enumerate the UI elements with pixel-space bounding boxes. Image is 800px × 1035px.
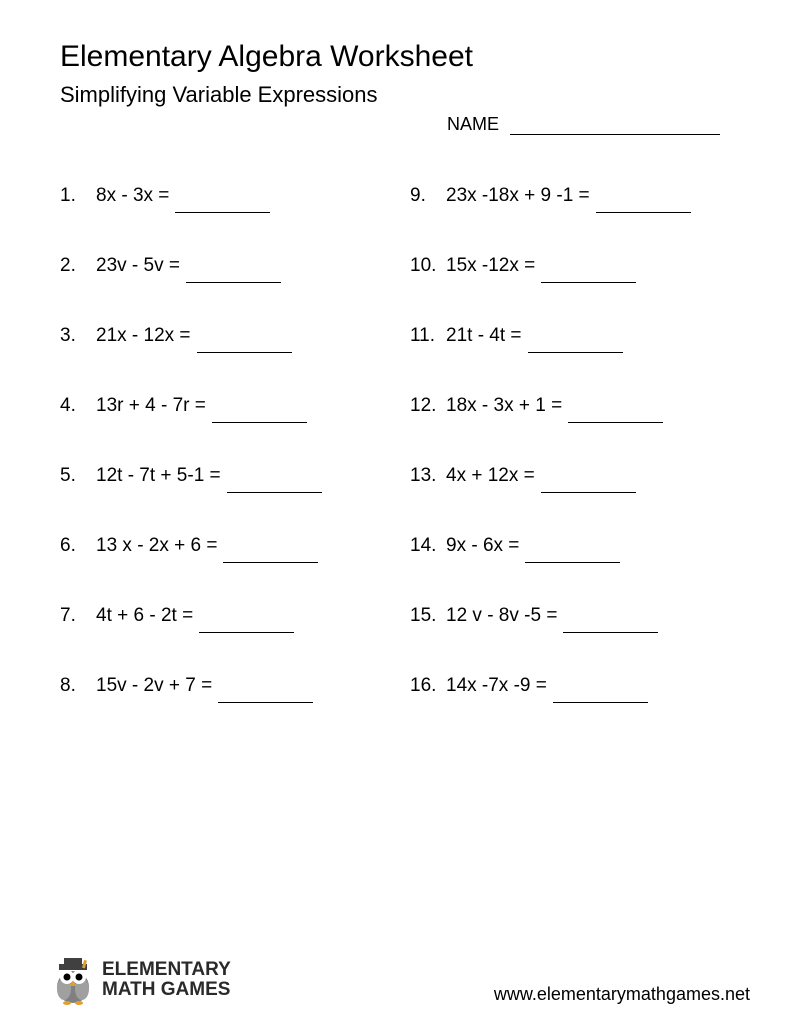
- problem-number: 3.: [60, 325, 88, 347]
- problem-item: 5. 12t - 7t + 5-1 =: [60, 465, 400, 487]
- problem-item: 15. 12 v - 8v -5 =: [410, 605, 750, 627]
- problem-item: 7. 4t + 6 - 2t =: [60, 605, 400, 627]
- problem-item: 12. 18x - 3x + 1 =: [410, 395, 750, 417]
- name-blank-line[interactable]: [510, 134, 720, 135]
- answer-blank-line[interactable]: [553, 702, 648, 703]
- problem-expression: 12 v - 8v -5 =: [446, 605, 557, 627]
- footer-url: www.elementarymathgames.net: [494, 984, 750, 1005]
- worksheet-subtitle: Simplifying Variable Expressions: [60, 82, 750, 108]
- problem-number: 15.: [410, 605, 438, 627]
- problem-item: 4. 13r + 4 - 7r =: [60, 395, 400, 417]
- answer-blank-line[interactable]: [528, 352, 623, 353]
- problem-item: 11. 21t - 4t =: [410, 325, 750, 347]
- logo-line-1: ELEMENTARY: [102, 960, 231, 980]
- answer-blank-line[interactable]: [212, 422, 307, 423]
- problem-item: 6. 13 x - 2x + 6 =: [60, 535, 400, 557]
- problem-expression: 12t - 7t + 5-1 =: [96, 465, 221, 487]
- problem-number: 1.: [60, 185, 88, 207]
- problem-item: 14. 9x - 6x =: [410, 535, 750, 557]
- problem-item: 13. 4x + 12x =: [410, 465, 750, 487]
- problem-expression: 14x -7x -9 =: [446, 675, 547, 697]
- answer-blank-line[interactable]: [568, 422, 663, 423]
- problem-item: 9. 23x -18x + 9 -1 =: [410, 185, 750, 207]
- answer-blank-line[interactable]: [175, 212, 270, 213]
- problem-number: 14.: [410, 535, 438, 557]
- footer: ELEMENTARY MATH GAMES www.elementarymath…: [50, 955, 750, 1005]
- problem-number: 7.: [60, 605, 88, 627]
- problem-number: 6.: [60, 535, 88, 557]
- problem-item: 1. 8x - 3x =: [60, 185, 400, 207]
- problem-number: 11.: [410, 325, 438, 347]
- problems-grid: 1. 8x - 3x = 9. 23x -18x + 9 -1 = 2. 23v - 5v…: [60, 185, 750, 697]
- problem-number: 13.: [410, 465, 438, 487]
- logo-text: ELEMENTARY MATH GAMES: [102, 960, 231, 1000]
- problem-item: 8. 15v - 2v + 7 =: [60, 675, 400, 697]
- problem-number: 9.: [410, 185, 438, 207]
- answer-blank-line[interactable]: [223, 562, 318, 563]
- problem-expression: 23v - 5v =: [96, 255, 180, 277]
- problem-number: 8.: [60, 675, 88, 697]
- problem-number: 2.: [60, 255, 88, 277]
- answer-blank-line[interactable]: [563, 632, 658, 633]
- problem-item: 2. 23v - 5v =: [60, 255, 400, 277]
- logo-line-2: MATH GAMES: [102, 980, 231, 1000]
- problem-expression: 21x - 12x =: [96, 325, 191, 347]
- problem-expression: 13 x - 2x + 6 =: [96, 535, 217, 557]
- answer-blank-line[interactable]: [197, 352, 292, 353]
- name-label: NAME: [447, 114, 499, 134]
- answer-blank-line[interactable]: [596, 212, 691, 213]
- problem-expression: 9x - 6x =: [446, 535, 519, 557]
- answer-blank-line[interactable]: [525, 562, 620, 563]
- problem-number: 10.: [410, 255, 438, 277]
- problem-expression: 13r + 4 - 7r =: [96, 395, 206, 417]
- problem-expression: 4t + 6 - 2t =: [96, 605, 193, 627]
- answer-blank-line[interactable]: [199, 632, 294, 633]
- logo: ELEMENTARY MATH GAMES: [50, 955, 231, 1005]
- problem-expression: 4x + 12x =: [446, 465, 535, 487]
- problem-expression: 15x -12x =: [446, 255, 535, 277]
- problem-item: 16. 14x -7x -9 =: [410, 675, 750, 697]
- answer-blank-line[interactable]: [227, 492, 322, 493]
- answer-blank-line[interactable]: [541, 282, 636, 283]
- problem-item: 3. 21x - 12x =: [60, 325, 400, 347]
- answer-blank-line[interactable]: [186, 282, 281, 283]
- answer-blank-line[interactable]: [541, 492, 636, 493]
- problem-expression: 8x - 3x =: [96, 185, 169, 207]
- problem-item: 10. 15x -12x =: [410, 255, 750, 277]
- answer-blank-line[interactable]: [218, 702, 313, 703]
- problem-number: 5.: [60, 465, 88, 487]
- problem-number: 4.: [60, 395, 88, 417]
- name-row: NAME: [60, 114, 750, 135]
- problem-expression: 18x - 3x + 1 =: [446, 395, 562, 417]
- problem-expression: 23x -18x + 9 -1 =: [446, 185, 590, 207]
- problem-number: 16.: [410, 675, 438, 697]
- problem-number: 12.: [410, 395, 438, 417]
- problem-expression: 15v - 2v + 7 =: [96, 675, 212, 697]
- worksheet-title: Elementary Algebra Worksheet: [60, 40, 750, 74]
- owl-icon: [50, 955, 96, 1005]
- problem-expression: 21t - 4t =: [446, 325, 522, 347]
